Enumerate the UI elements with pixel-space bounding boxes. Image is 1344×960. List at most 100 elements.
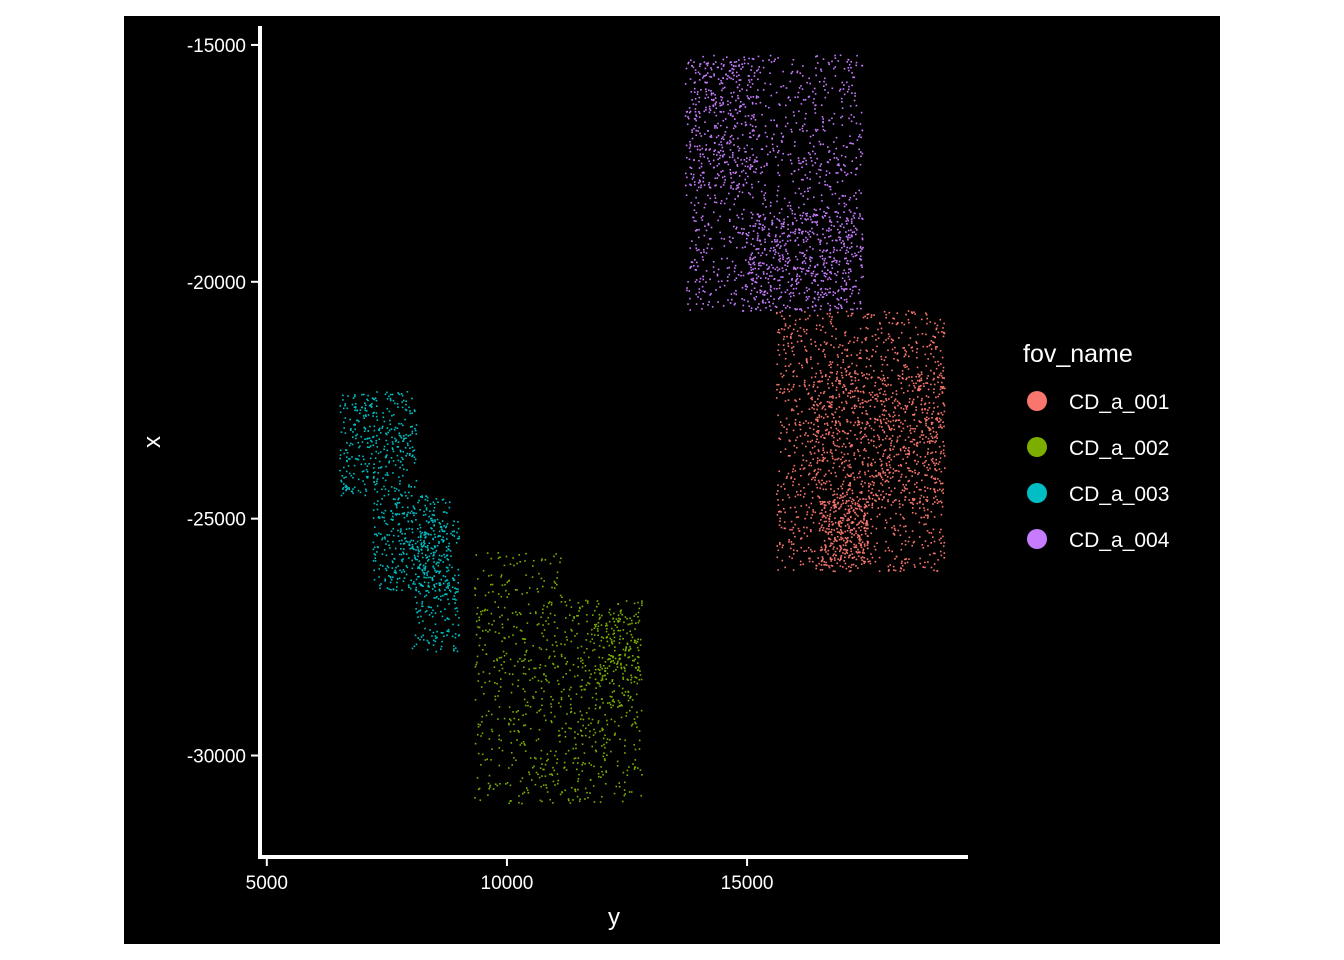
data-point [783,221,785,224]
data-point [405,573,408,576]
data-point [927,515,929,517]
data-point [846,437,848,440]
data-point [932,379,935,381]
data-point [372,412,374,415]
data-point [924,540,927,542]
data-point [554,614,556,617]
data-point [606,738,609,740]
data-point [912,503,914,505]
data-point [406,497,409,500]
data-point [814,412,816,414]
data-point [372,541,375,544]
data-point [625,664,628,666]
data-point [498,764,501,767]
data-point [789,259,791,262]
data-point [593,627,596,630]
data-point [845,544,847,547]
data-point [802,130,804,132]
data-point [846,349,848,352]
data-point [929,321,932,323]
data-point [727,112,730,115]
data-point [784,527,787,530]
data-point [563,767,565,769]
data-point [378,532,380,535]
data-point [431,578,434,581]
data-point [339,469,341,472]
data-point [384,479,387,482]
data-point [822,143,824,146]
data-point [696,249,698,252]
data-point [524,560,526,562]
data-point [823,564,825,566]
data-point [869,562,872,565]
data-point [409,410,411,412]
data-point [525,552,527,555]
data-point [497,552,500,554]
data-point [457,624,460,626]
data-point [554,754,556,757]
data-point [564,657,566,659]
data-point [778,524,781,526]
data-point [475,620,478,623]
data-point [837,60,840,62]
data-point [858,504,860,506]
data-point [933,342,935,344]
data-point [742,184,745,187]
data-point [734,118,736,120]
data-point [379,432,382,434]
data-point [539,767,542,769]
data-point [432,548,434,550]
data-point [415,586,417,589]
data-point [776,145,779,148]
data-point [345,470,348,473]
data-point [885,422,888,425]
data-point [903,355,906,358]
data-point [559,734,561,736]
data-point [798,530,801,532]
data-point [932,341,934,343]
data-point [842,532,844,534]
data-point [887,424,890,427]
data-point [854,518,856,520]
data-point [841,461,844,464]
data-point [630,724,633,727]
data-point [886,476,889,478]
data-point [392,576,394,578]
data-point [830,426,832,429]
data-point [835,427,838,430]
data-point [915,351,918,354]
data-point [827,382,829,385]
data-point [536,711,538,714]
data-point [580,685,583,687]
data-point [846,61,848,63]
data-point [857,449,859,451]
data-point [839,549,842,551]
data-point [814,434,817,436]
data-point [638,619,641,622]
data-point [882,453,885,455]
data-point [815,172,818,175]
data-point [556,583,558,586]
data-point [838,197,841,200]
data-point [905,350,908,353]
data-point [391,519,394,521]
data-point [813,452,816,455]
data-point [557,779,560,782]
data-point [422,620,424,622]
data-point [720,68,723,70]
data-point [778,259,780,261]
data-point [576,632,578,635]
data-point [553,555,555,558]
data-point [852,521,855,524]
data-point [893,445,895,448]
data-point [825,174,827,176]
data-point [816,460,819,462]
data-point [903,518,905,520]
data-point [848,442,851,444]
data-point [926,474,928,476]
data-point [862,386,865,388]
data-point [690,184,692,187]
data-point [443,635,445,637]
data-point [685,194,688,196]
data-point [522,714,524,716]
